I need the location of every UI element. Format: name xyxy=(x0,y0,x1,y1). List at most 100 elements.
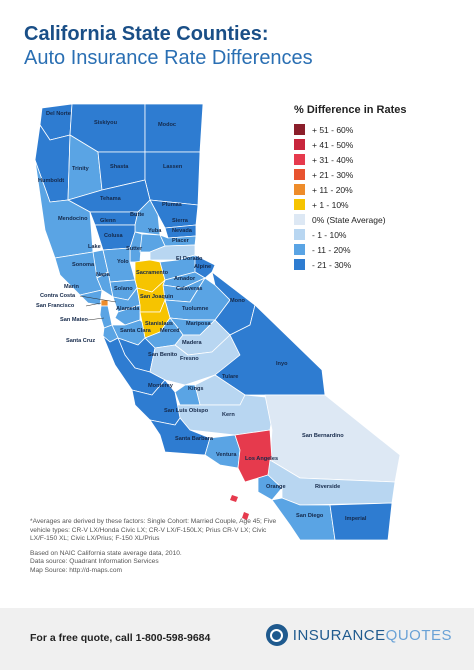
label-yuba: Yuba xyxy=(148,228,162,234)
notes-averages: *Averages are derived by these factors: … xyxy=(30,518,277,543)
legend-label: - 11 - 20% xyxy=(312,244,351,255)
legend-item: + 41 - 50% xyxy=(294,137,454,152)
label-tehama: Tehama xyxy=(100,196,122,202)
county-mendocino xyxy=(34,159,94,259)
notes-data-source: Data source: Quadrant Information Servic… xyxy=(30,558,159,566)
legend-label: + 1 - 10% xyxy=(312,199,349,210)
legend-swatch xyxy=(294,199,305,210)
label-el-dorado: El Dorado xyxy=(176,256,203,262)
label-yolo: Yolo xyxy=(117,259,129,265)
label-san-bernardino: San Bernardino xyxy=(302,433,344,439)
county-lassen xyxy=(144,151,201,206)
label-san-mateo: San Mateo xyxy=(60,317,89,323)
label-sacramento: Sacramento xyxy=(136,270,169,276)
legend-label: + 21 - 30% xyxy=(312,169,354,180)
label-merced: Merced xyxy=(160,328,180,334)
leader-san-francisco xyxy=(85,302,102,307)
label-santa-barbara: Santa Barbara xyxy=(175,436,214,442)
legend: % Difference in Rates + 51 - 60% + 41 - 5… xyxy=(294,104,454,272)
label-butte: Butte xyxy=(130,212,144,218)
label-monterey: Monterey xyxy=(148,383,174,389)
legend-item: - 1 - 10% xyxy=(294,227,454,242)
label-madera: Madera xyxy=(182,340,202,346)
legend-swatch xyxy=(294,214,305,225)
label-san-luis-obispo: San Luis Obispo xyxy=(164,408,209,414)
label-mariposa: Mariposa xyxy=(186,321,211,327)
footer: For a free quote, call 1-800-598-9684 IN… xyxy=(0,608,474,670)
legend-swatch xyxy=(294,139,305,150)
county-san-francisco xyxy=(100,299,109,307)
brand-name-part2: QUOTES xyxy=(385,626,452,644)
county-imperial xyxy=(329,502,393,541)
label-siskiyou: Siskiyou xyxy=(94,120,118,126)
label-mono: Mono xyxy=(230,298,245,304)
label-san-benito: San Benito xyxy=(148,352,178,358)
legend-swatch xyxy=(294,229,305,240)
legend-label: 0% (State Average) xyxy=(312,214,386,225)
legend-swatch xyxy=(294,169,305,180)
label-santa-cruz: Santa Cruz xyxy=(66,338,95,344)
brand-logo[interactable]: INSURANCE QUOTES xyxy=(265,624,452,646)
label-colusa: Colusa xyxy=(104,233,124,239)
brand-q-icon xyxy=(265,624,288,646)
label-napa: Napa xyxy=(96,272,111,278)
legend-item: 0% (State Average) xyxy=(294,212,454,227)
legend-swatch xyxy=(294,259,305,270)
notes-map-source: Map Source: http://d-maps.com xyxy=(30,566,122,574)
county-alpine xyxy=(194,254,216,279)
county-monterey xyxy=(102,335,166,396)
channel-island xyxy=(230,495,238,502)
label-sonoma: Sonoma xyxy=(72,262,95,268)
label-imperial: Imperial xyxy=(345,516,367,522)
legend-label: + 11 - 20% xyxy=(312,184,353,195)
legend-item: + 21 - 30% xyxy=(294,167,454,182)
legend-item: + 51 - 60% xyxy=(294,122,454,137)
label-alameda: Alameda xyxy=(116,306,140,312)
label-amador: Amador xyxy=(174,276,196,282)
legend-swatch xyxy=(294,244,305,255)
label-plumas: Plumas xyxy=(162,202,182,208)
label-sutter: Sutter xyxy=(126,246,143,252)
label-orange: Orange xyxy=(266,484,286,490)
label-tulare: Tulare xyxy=(222,374,238,380)
county-san-mateo xyxy=(99,305,113,329)
leader-san-mateo xyxy=(87,317,105,321)
label-solano: Solano xyxy=(114,286,133,292)
county-los-angeles xyxy=(234,429,273,483)
label-humboldt: Humboldt xyxy=(38,178,64,184)
legend-item: - 11 - 20% xyxy=(294,242,454,257)
county-marin xyxy=(79,289,103,306)
brand-name-part1: INSURANCE xyxy=(292,626,386,644)
label-marin: Marin xyxy=(64,284,80,290)
notes: *Averages are derived by these factors: … xyxy=(30,518,280,582)
legend-label: + 41 - 50% xyxy=(312,139,354,150)
legend-item: - 21 - 30% xyxy=(294,257,454,272)
notes-based-text: Based on NAIC California state average d… xyxy=(30,549,182,557)
label-del-norte: Del Norte xyxy=(46,111,71,117)
label-kings: Kings xyxy=(188,386,204,392)
label-lassen: Lassen xyxy=(163,164,183,170)
label-inyo: Inyo xyxy=(276,361,288,367)
label-mendocino: Mendocino xyxy=(58,216,88,222)
label-placer: Placer xyxy=(172,238,190,244)
legend-label: - 1 - 10% xyxy=(312,229,347,240)
legend-item: + 31 - 40% xyxy=(294,152,454,167)
label-sierra: Sierra xyxy=(172,218,189,224)
legend-label: + 31 - 40% xyxy=(312,154,354,165)
county-modoc xyxy=(144,103,204,153)
label-ventura: Ventura xyxy=(216,452,237,458)
legend-label: + 51 - 60% xyxy=(312,124,354,135)
label-glenn: Glenn xyxy=(100,218,116,224)
legend-swatch xyxy=(294,154,305,165)
label-tuolumne: Tuolumne xyxy=(182,306,208,312)
legend-item: + 11 - 20% xyxy=(294,182,454,197)
label-san-diego: San Diego xyxy=(296,513,324,519)
title-line-2: Auto Insurance Rate Differences xyxy=(24,47,313,69)
label-san-joaquin: San Joaquin xyxy=(140,294,174,300)
county-orange xyxy=(257,474,283,501)
legend-swatch xyxy=(294,124,305,135)
label-shasta: Shasta xyxy=(110,164,129,170)
label-stanislaus: Stanislaus xyxy=(145,321,173,327)
leader-contra-costa xyxy=(79,295,117,303)
label-nevada: Nevada xyxy=(172,228,193,234)
